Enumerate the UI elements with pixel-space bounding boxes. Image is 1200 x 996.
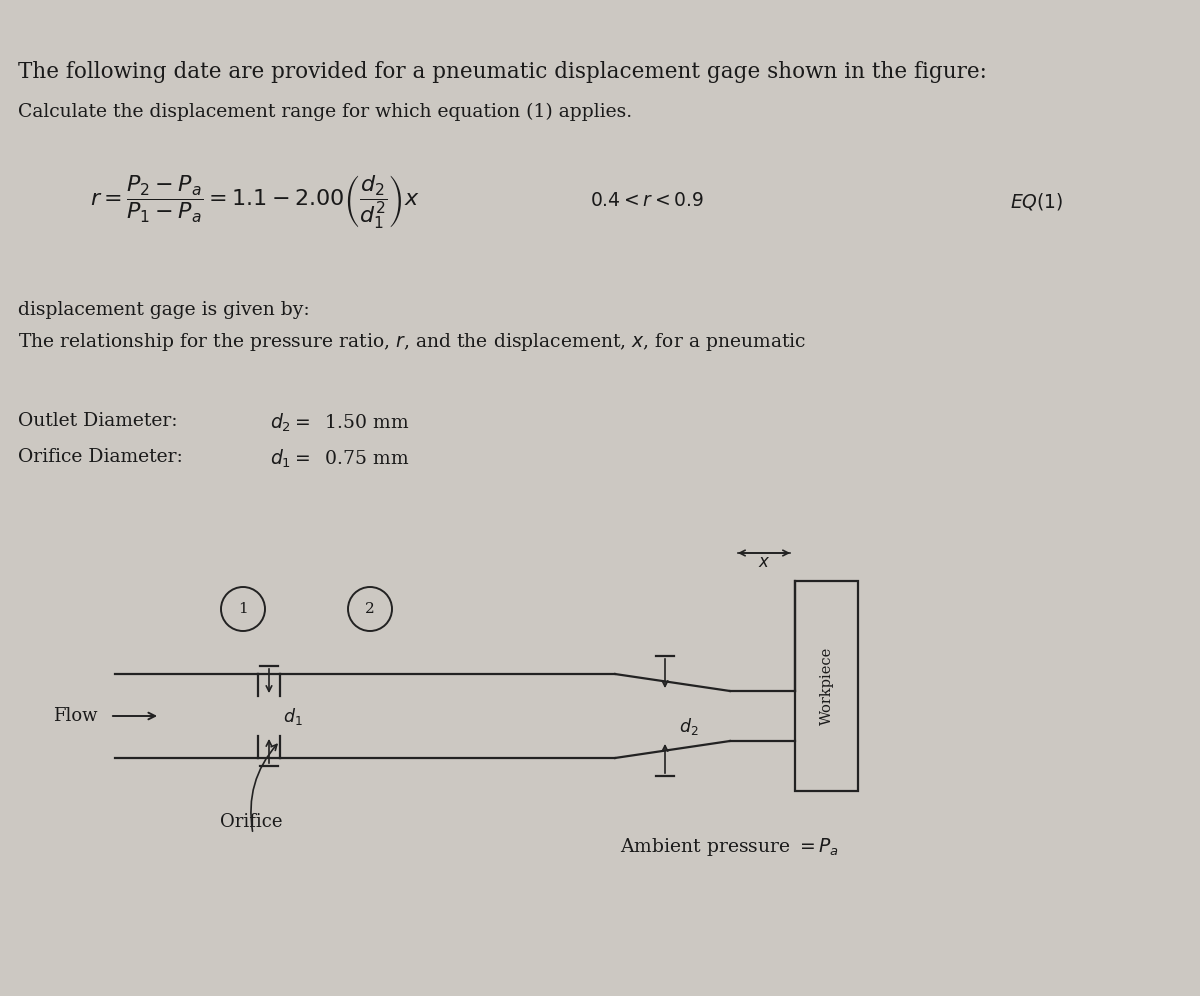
Bar bbox=[796, 581, 858, 791]
Text: Flow: Flow bbox=[54, 707, 98, 725]
Text: The following date are provided for a pneumatic displacement gage shown in the f: The following date are provided for a pn… bbox=[18, 61, 986, 83]
Text: Outlet Diameter:: Outlet Diameter: bbox=[18, 412, 178, 430]
Text: Calculate the displacement range for which equation (1) applies.: Calculate the displacement range for whi… bbox=[18, 103, 632, 122]
Text: Ambient pressure $= P_a$: Ambient pressure $= P_a$ bbox=[620, 836, 839, 858]
Text: $d_2 =\;$ 1.50 mm: $d_2 =\;$ 1.50 mm bbox=[270, 412, 409, 434]
Text: The relationship for the pressure ratio, $r$, and the displacement, $x$, for a p: The relationship for the pressure ratio,… bbox=[18, 331, 806, 353]
Text: displacement gage is given by:: displacement gage is given by: bbox=[18, 301, 310, 319]
Text: 1: 1 bbox=[238, 602, 248, 616]
Text: Orifice Diameter:: Orifice Diameter: bbox=[18, 448, 182, 466]
Text: $d_1 =\;$ 0.75 mm: $d_1 =\;$ 0.75 mm bbox=[270, 448, 409, 470]
Circle shape bbox=[348, 587, 392, 631]
Text: $d_2$: $d_2$ bbox=[679, 715, 698, 736]
Text: $x$: $x$ bbox=[757, 554, 770, 571]
Text: $EQ(1)$: $EQ(1)$ bbox=[1010, 190, 1063, 211]
Circle shape bbox=[221, 587, 265, 631]
Text: 2: 2 bbox=[365, 602, 374, 616]
Text: $d_1$: $d_1$ bbox=[283, 705, 302, 726]
Text: Orifice: Orifice bbox=[220, 813, 282, 831]
Text: Workpiece: Workpiece bbox=[820, 646, 834, 725]
Text: $0.4 < r < 0.9$: $0.4 < r < 0.9$ bbox=[590, 192, 704, 210]
Text: $r = \dfrac{P_2 - P_a}{P_1 - P_a} = 1.1 - 2.00\left(\dfrac{d_2}{d_1^2}\right)x$: $r = \dfrac{P_2 - P_a}{P_1 - P_a} = 1.1 … bbox=[90, 172, 420, 229]
